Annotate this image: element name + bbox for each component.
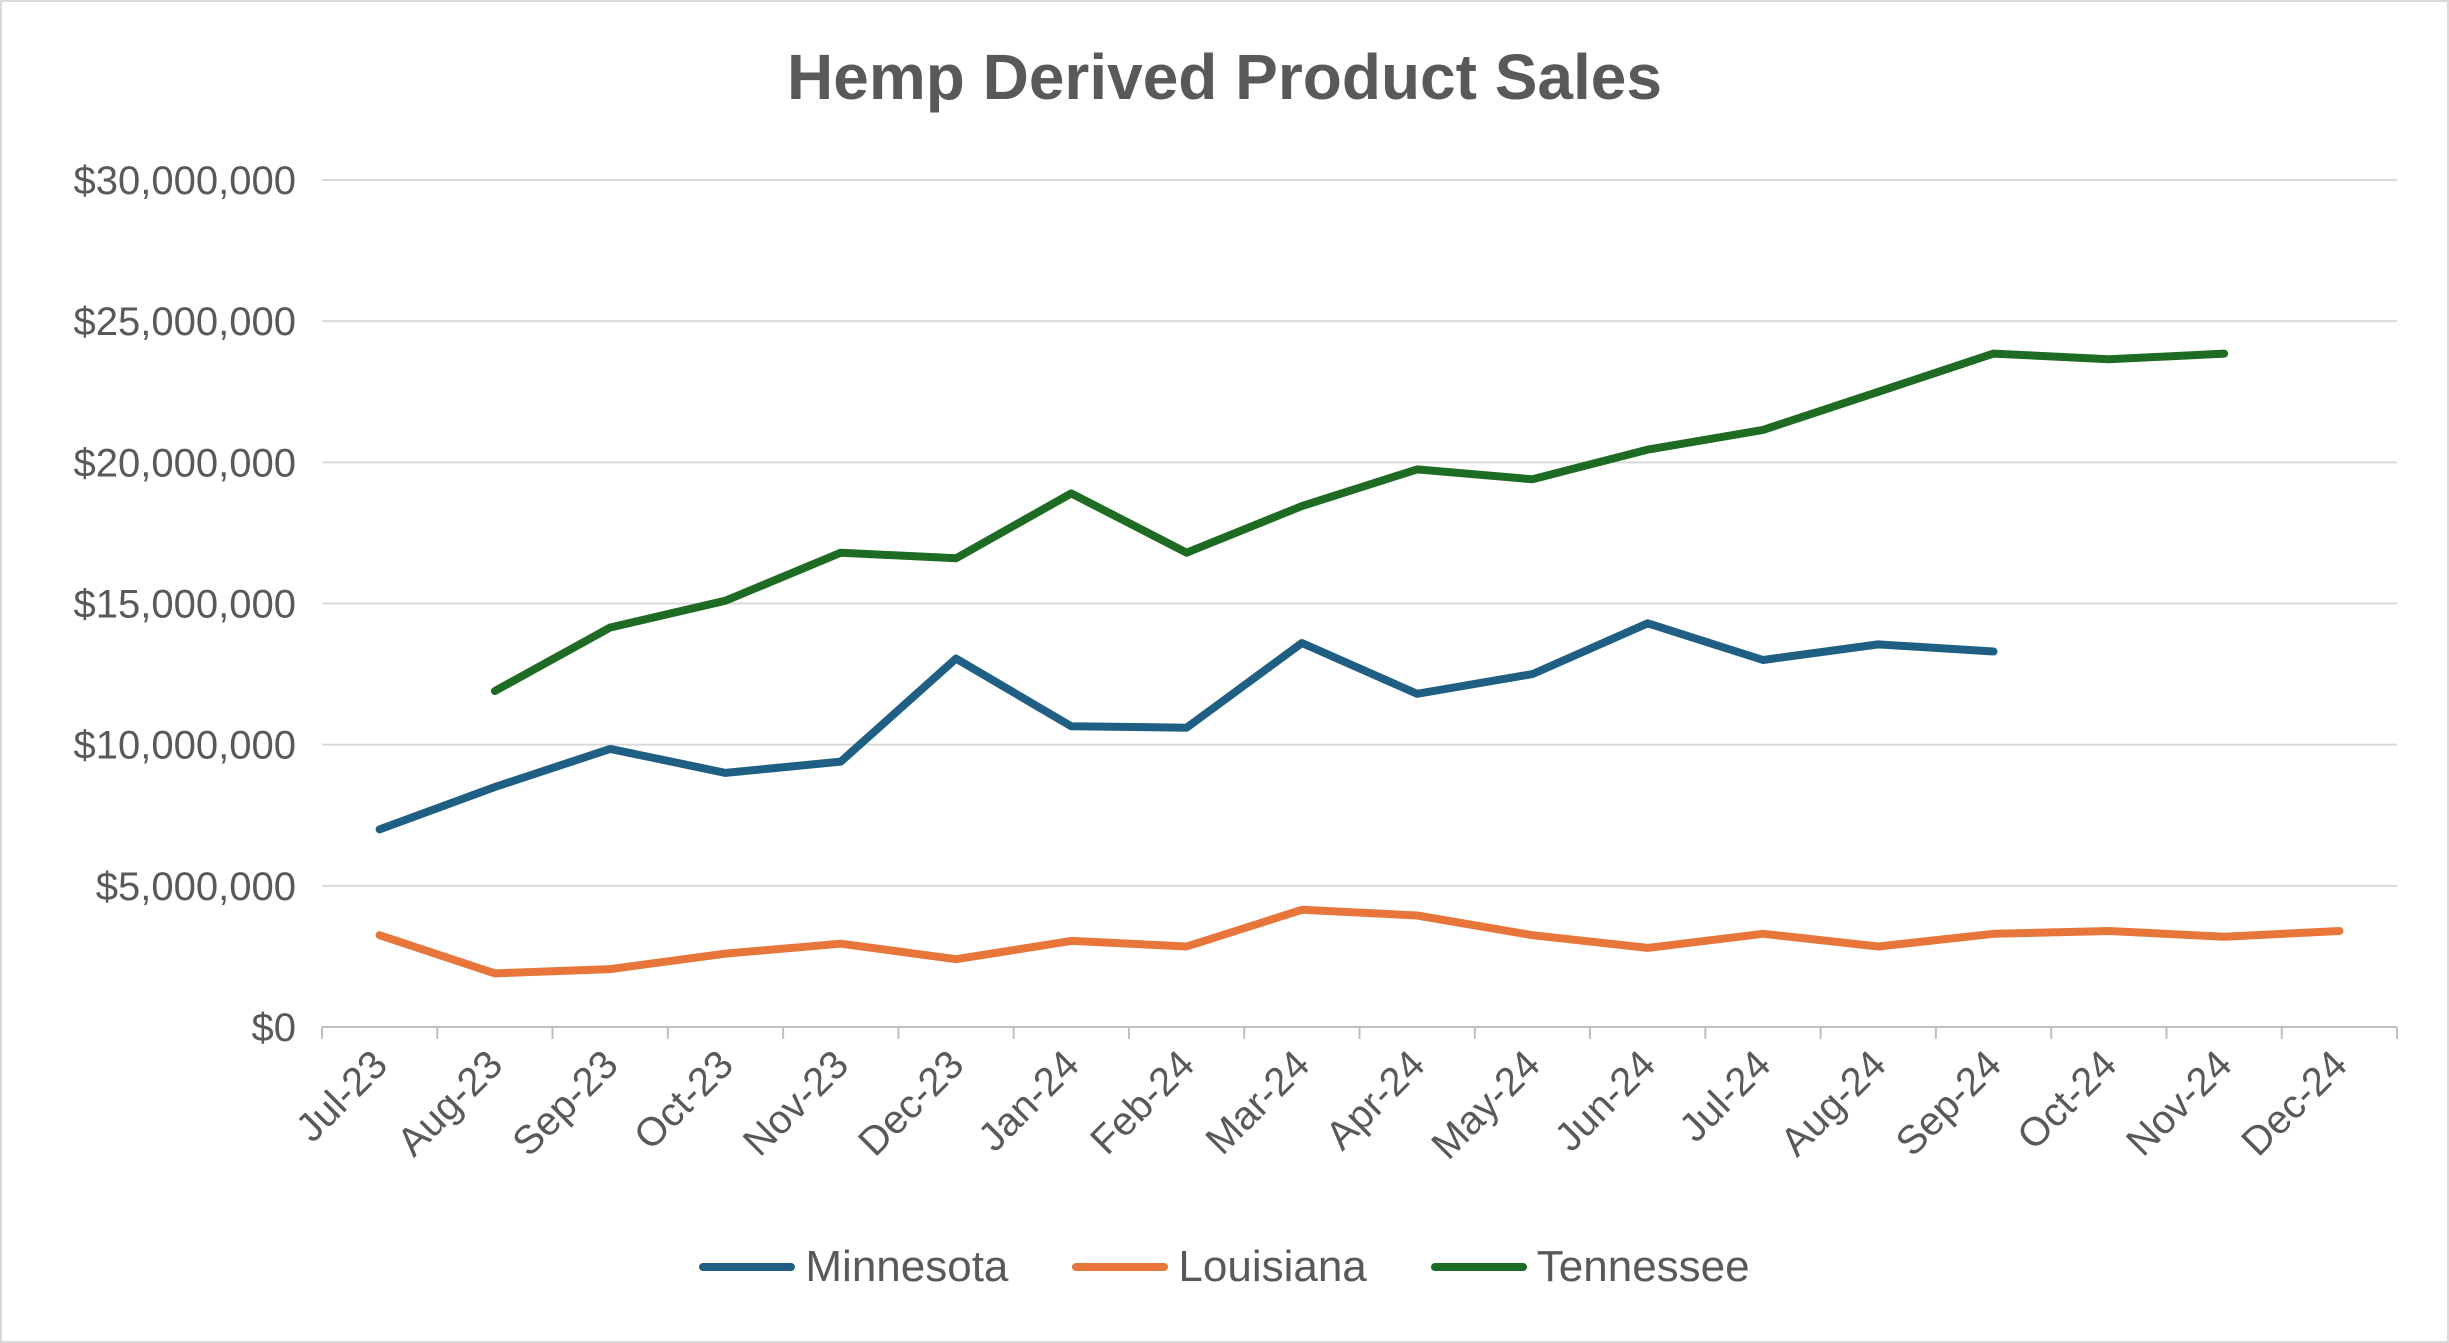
data-point-minnesota (1068, 723, 1075, 730)
data-point-louisiana (2221, 933, 2228, 940)
x-tick-label: Sep-23 (504, 1042, 626, 1164)
x-tick-label: Sep-24 (1888, 1042, 2010, 1164)
data-point-minnesota (1875, 641, 1882, 648)
x-tick-label: Nov-23 (735, 1042, 857, 1164)
data-point-tennessee (607, 624, 614, 631)
data-point-tennessee (1183, 549, 1190, 556)
x-tick-label: May-24 (1423, 1042, 1548, 1167)
x-tick-label: Jul-24 (1671, 1042, 1779, 1150)
x-tick-label: Dec-23 (850, 1042, 972, 1164)
data-point-tennessee (2105, 356, 2112, 363)
data-point-louisiana (607, 966, 614, 973)
data-point-louisiana (1298, 906, 1305, 913)
data-point-louisiana (1644, 944, 1651, 951)
data-point-louisiana (2336, 928, 2343, 934)
data-point-louisiana (1990, 930, 1997, 937)
data-point-tennessee (722, 597, 729, 604)
data-point-minnesota (722, 769, 729, 776)
x-tick-label: Apr-24 (1317, 1042, 1433, 1158)
x-tick-label: Oct-23 (626, 1042, 742, 1158)
x-tick-label: Aug-23 (389, 1042, 511, 1164)
data-point-minnesota (376, 826, 383, 833)
y-tick-label: $0 (252, 1006, 297, 1050)
data-point-louisiana (1183, 943, 1190, 950)
data-point-tennessee (1644, 446, 1651, 453)
data-point-minnesota (607, 745, 614, 752)
data-point-louisiana (1529, 932, 1536, 939)
x-tick-label: Jun-24 (1546, 1042, 1664, 1160)
legend-item-minnesota: Minnesota (699, 1242, 1008, 1292)
data-point-minnesota (491, 784, 498, 790)
data-point-tennessee (1068, 490, 1075, 497)
series-line-louisiana (375, 905, 2344, 978)
data-point-tennessee (1760, 426, 1766, 433)
data-point-tennessee (1298, 503, 1305, 510)
chart-title: Hemp Derived Product Sales (787, 41, 1662, 113)
data-point-tennessee (2221, 350, 2228, 357)
data-point-louisiana (1760, 930, 1766, 937)
data-point-tennessee (1414, 466, 1421, 473)
data-point-tennessee (1990, 350, 1997, 357)
data-point-tennessee (953, 555, 959, 562)
legend-item-louisiana: Louisiana (1072, 1242, 1367, 1292)
x-tick-label: Dec-24 (2233, 1042, 2355, 1164)
data-point-minnesota (1183, 724, 1190, 731)
data-point-louisiana (837, 940, 844, 947)
x-tick-label: Mar-24 (1198, 1042, 1319, 1163)
x-tick-label: Aug-24 (1772, 1042, 1894, 1164)
data-point-louisiana (1414, 912, 1421, 919)
x-tick-label: Jul-23 (288, 1042, 396, 1150)
data-point-tennessee (1875, 388, 1882, 395)
data-point-louisiana (491, 970, 498, 977)
data-point-minnesota (837, 758, 844, 765)
y-tick-label: $30,000,000 (74, 159, 296, 203)
data-point-tennessee (491, 688, 498, 694)
x-tick-label: Oct-24 (2009, 1042, 2125, 1158)
data-point-tennessee (1529, 476, 1536, 483)
x-tick-label: Feb-24 (1082, 1042, 1203, 1163)
legend: Minnesota Louisiana Tennessee (0, 1242, 2449, 1292)
legend-swatch-tennessee (1430, 1263, 1527, 1271)
data-point-minnesota (1298, 640, 1305, 646)
y-tick-label: $5,000,000 (96, 865, 296, 909)
data-point-minnesota (1644, 620, 1651, 627)
x-tick-label: Nov-24 (2118, 1042, 2240, 1164)
y-tick-label: $10,000,000 (74, 724, 296, 768)
data-point-tennessee (837, 549, 844, 556)
y-tick-label: $15,000,000 (74, 583, 296, 627)
legend-label-minnesota: Minnesota (805, 1242, 1009, 1291)
legend-swatch-minnesota (699, 1263, 796, 1271)
x-tick-label: Jan-24 (970, 1042, 1088, 1160)
data-point-minnesota (1990, 648, 1997, 655)
data-point-minnesota (953, 655, 959, 662)
data-point-minnesota (1414, 690, 1421, 697)
legend-label-tennessee: Tennessee (1536, 1242, 1750, 1291)
y-tick-label: $25,000,000 (74, 300, 296, 344)
data-point-louisiana (722, 950, 729, 957)
y-tick-label: $20,000,000 (74, 441, 296, 485)
data-point-minnesota (1529, 671, 1536, 678)
legend-item-tennessee: Tennessee (1430, 1242, 1750, 1292)
data-point-minnesota (1760, 657, 1766, 663)
data-point-louisiana (953, 956, 959, 963)
line-chart: $0 $5,000,000 $10,000,000 $15,000,000 $20,00… (74, 159, 2398, 1168)
series-line-tennessee (490, 349, 2229, 695)
legend-label-louisiana: Louisiana (1178, 1242, 1367, 1291)
data-point-louisiana (2105, 928, 2112, 934)
legend-swatch-louisiana (1072, 1263, 1169, 1271)
data-point-louisiana (1068, 937, 1075, 944)
data-point-louisiana (376, 932, 383, 939)
data-point-louisiana (1875, 943, 1882, 950)
